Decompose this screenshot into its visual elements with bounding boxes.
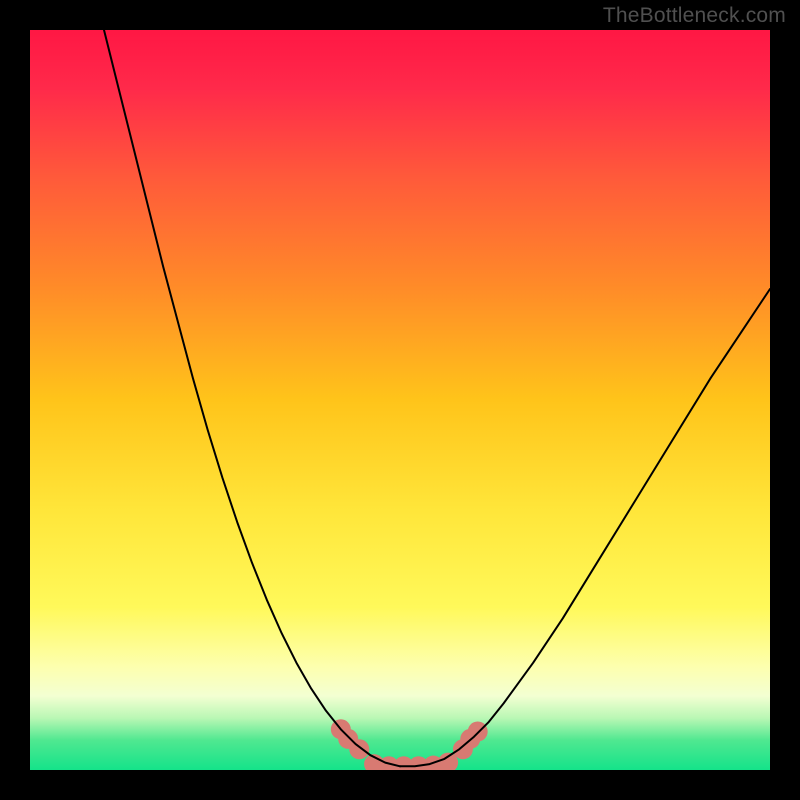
- bottleneck-chart: [30, 30, 770, 770]
- chart-background: [30, 30, 770, 770]
- watermark-text: TheBottleneck.com: [603, 4, 786, 28]
- chart-svg: [30, 30, 770, 770]
